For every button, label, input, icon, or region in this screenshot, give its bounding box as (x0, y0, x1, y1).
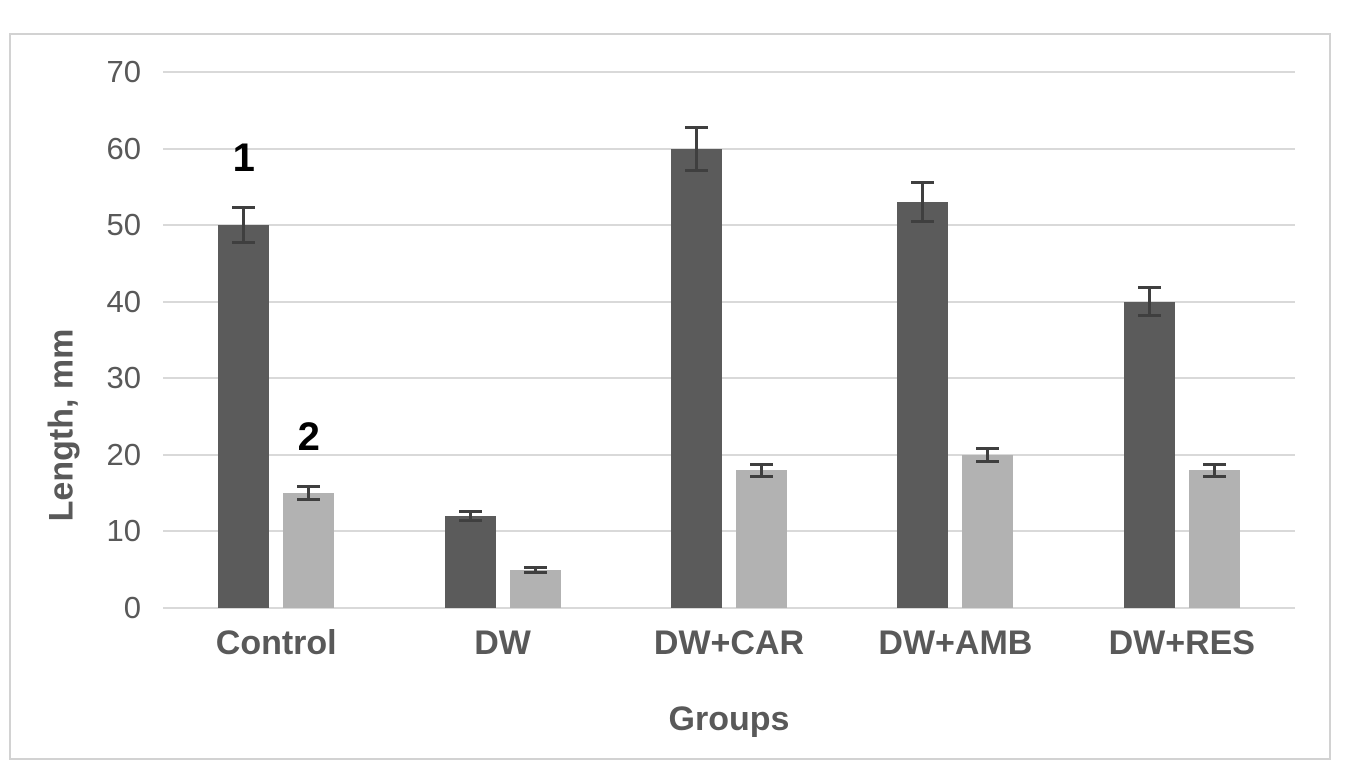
error-bar-line (1147, 286, 1151, 318)
x-category-label: DW+AMB (878, 624, 1033, 662)
bar (897, 202, 949, 608)
x-category-label: DW (474, 624, 531, 662)
error-bar-line (533, 565, 537, 574)
bar (671, 148, 722, 608)
y-tick-label: 60 (106, 130, 141, 166)
error-bar-line (468, 509, 472, 523)
error-bar-line (695, 125, 698, 172)
bar (218, 225, 270, 608)
y-tick-label: 30 (106, 360, 141, 396)
error-bar-line (921, 181, 925, 223)
gridline (163, 530, 1295, 533)
gridline (163, 224, 1295, 227)
y-tick-label: 0 (123, 590, 141, 625)
x-category-label: DW+RES (1108, 624, 1255, 662)
x-category-label: Control (215, 624, 337, 662)
bar (1123, 301, 1175, 608)
gridline (163, 453, 1295, 456)
error-bar-line (760, 462, 763, 478)
error-bar-line (986, 447, 990, 463)
gridline (163, 607, 1295, 609)
gridline (163, 147, 1295, 150)
bar (736, 470, 787, 608)
y-tick-label: 20 (106, 436, 141, 472)
error-bar-line (242, 206, 246, 245)
x-axis-title: Groups (668, 700, 790, 738)
gridline (163, 300, 1295, 303)
x-category-label: DW+CAR (653, 624, 805, 662)
bar (444, 516, 496, 608)
y-axis-title: Length, mm (42, 328, 81, 522)
bar (1188, 470, 1240, 608)
bar (962, 454, 1014, 608)
bar-annotation: 1 (232, 136, 255, 180)
bar-annotation: 2 (297, 415, 320, 460)
gridline (163, 377, 1295, 380)
bar (509, 569, 561, 608)
y-tick-label: 50 (106, 207, 141, 243)
y-tick-label: 70 (106, 54, 141, 89)
error-bar-line (1212, 462, 1216, 478)
y-tick-label: 40 (106, 283, 141, 319)
gridline (163, 71, 1295, 73)
y-tick-label: 10 (106, 513, 141, 549)
error-bar-line (307, 485, 311, 501)
bar (283, 493, 335, 608)
